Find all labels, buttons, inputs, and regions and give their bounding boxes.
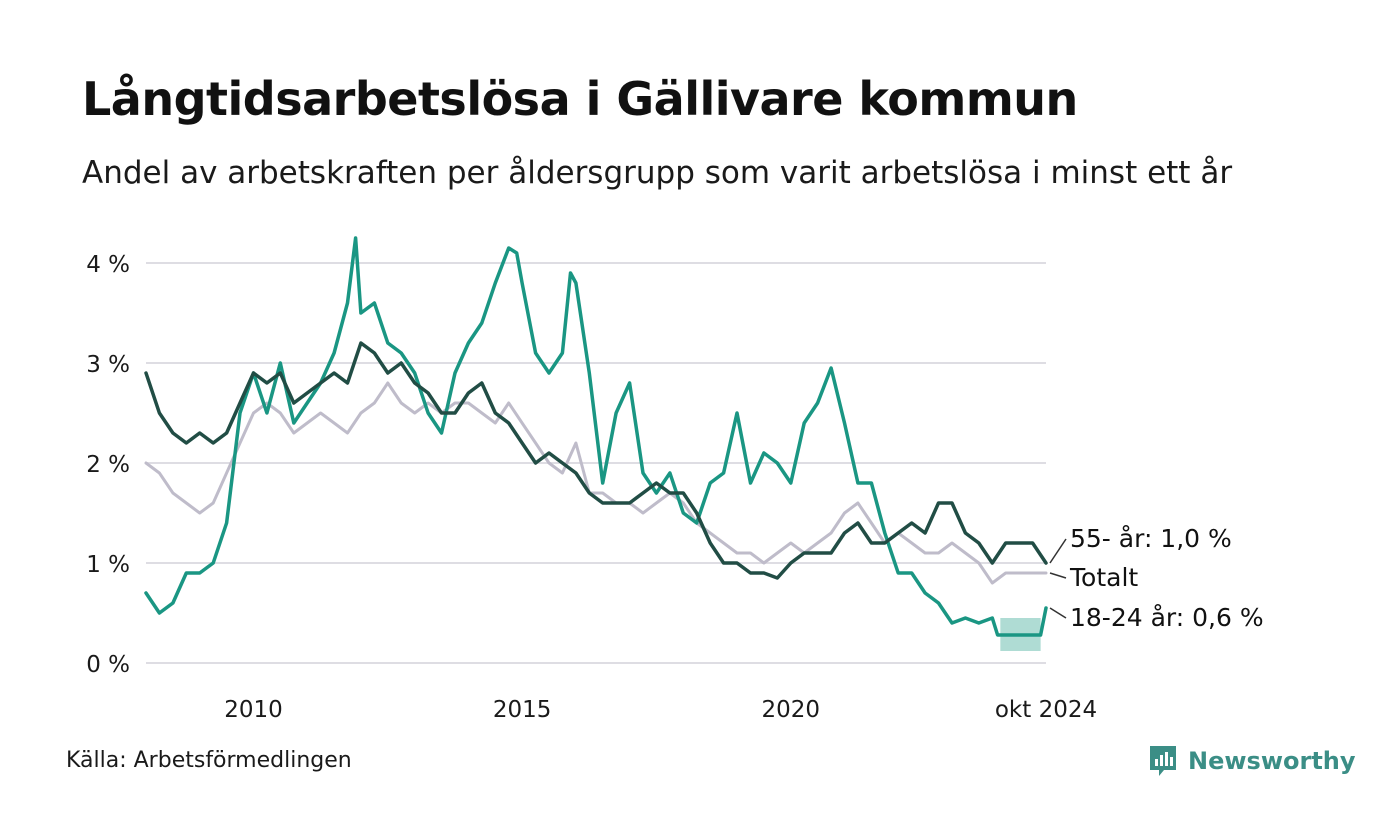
series-line-old: [144, 341, 1048, 580]
series-end-label: Totalt: [1069, 563, 1138, 592]
y-tick-label: 0 %: [86, 652, 130, 678]
label-layer: Totalt 18-24 år: 0,6 % 55- år: 1,0 %: [1049, 524, 1264, 632]
y-tick-label: 1 %: [86, 552, 130, 578]
series-layer: [144, 236, 1048, 637]
newsworthy-icon: [1150, 746, 1176, 776]
y-tick-label: 4 %: [86, 252, 130, 278]
chart-subtitle: Andel av arbetskraften per åldersgrupp s…: [82, 155, 1233, 191]
x-tick-label: 2010: [224, 697, 283, 723]
axis-layer: 0 % 1 % 2 % 3 % 4 % 2010 2015 2020 okt 2024: [86, 252, 1097, 723]
x-tick-label: 2020: [762, 697, 821, 723]
label-leader-line: [1049, 538, 1067, 564]
series-line-total: [144, 381, 1048, 585]
chart-title: Långtidsarbetslösa i Gällivare kommun: [82, 72, 1078, 126]
series-end-label: 55- år: 1,0 %: [1070, 524, 1232, 553]
x-tick-label: 2015: [493, 697, 552, 723]
brand-logo: Newsworthy: [1148, 744, 1356, 778]
brand-name: Newsworthy: [1188, 747, 1356, 775]
y-tick-label: 2 %: [86, 452, 130, 478]
grid-layer: [146, 262, 1046, 664]
source-note: Källa: Arbetsförmedlingen: [66, 748, 352, 773]
label-leader-line: [1049, 607, 1067, 619]
series-line-youth: [144, 236, 1048, 637]
y-tick-label: 3 %: [86, 352, 130, 378]
label-leader-line: [1049, 572, 1067, 579]
series-end-label: 18-24 år: 0,6 %: [1070, 603, 1264, 632]
x-tick-label: okt 2024: [995, 697, 1097, 723]
